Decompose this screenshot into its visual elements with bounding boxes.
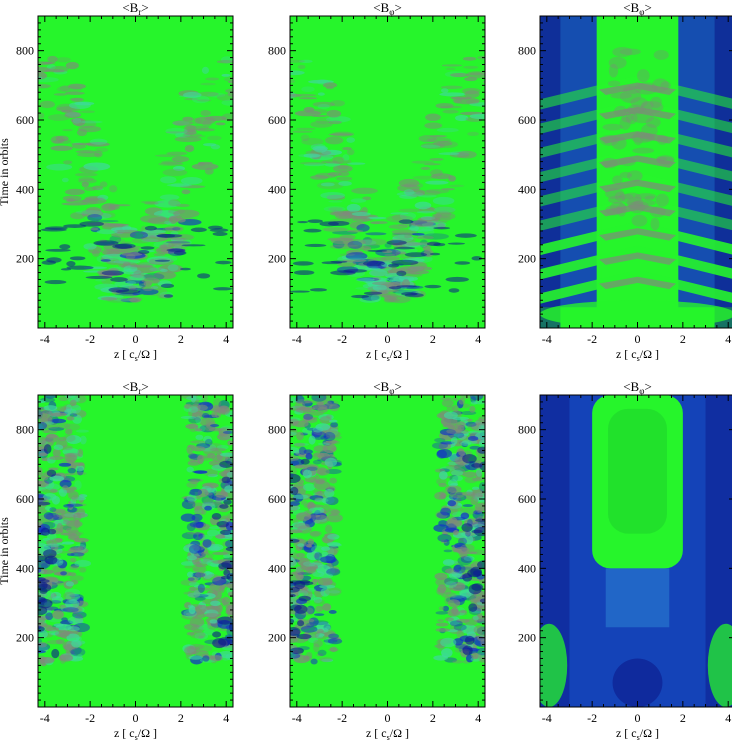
x-tick-label: 0 [385, 332, 391, 346]
x-tick-label: -2 [337, 711, 347, 725]
x-tick-label: 2 [430, 711, 436, 725]
x-axis-label: z [ cs/Ω ] [616, 347, 659, 363]
y-tick-label: 400 [518, 561, 536, 575]
y-tick-label: 800 [268, 423, 286, 437]
chart-title: <Br> [122, 0, 148, 17]
x-tick-label: -2 [337, 332, 347, 346]
x-tick-label: 2 [430, 332, 436, 346]
x-tick-label: 4 [725, 332, 731, 346]
x-tick-label: -4 [542, 332, 552, 346]
x-tick-label: 0 [133, 332, 139, 346]
x-tick-label: -4 [40, 332, 50, 346]
y-tick-label: 400 [16, 182, 34, 196]
x-axis-label: z [ cs/Ω ] [114, 347, 157, 363]
x-tick-label: -4 [40, 711, 50, 725]
x-tick-label: 2 [680, 332, 686, 346]
y-tick-label: 600 [268, 113, 286, 127]
chart-title: <Bφ> [373, 379, 402, 396]
heatmap-5 [290, 395, 485, 707]
chart-title: <Bφ> [373, 0, 402, 17]
y-tick-label: 400 [268, 561, 286, 575]
y-tick-label: 600 [16, 113, 34, 127]
y-tick-label: 400 [16, 561, 34, 575]
y-tick-label: 200 [518, 252, 536, 266]
heatmap-2 [290, 16, 485, 328]
y-axis-label: Time in orbits [0, 517, 11, 585]
x-tick-label: 4 [223, 332, 229, 346]
x-tick-label: -4 [292, 332, 302, 346]
y-axis-label: Time in orbits [0, 138, 11, 206]
x-tick-label: -2 [587, 332, 597, 346]
y-tick-label: 600 [518, 113, 536, 127]
heatmap-3 [540, 16, 732, 328]
heatmap-1 [38, 16, 233, 328]
x-axis-label: z [ cs/Ω ] [114, 726, 157, 742]
y-tick-label: 600 [268, 492, 286, 506]
x-tick-label: -2 [85, 332, 95, 346]
y-tick-label: 800 [16, 423, 34, 437]
x-tick-label: 2 [178, 332, 184, 346]
x-tick-label: 4 [223, 711, 229, 725]
heatmap-4 [38, 395, 233, 707]
chart-title: <Bφ> [623, 379, 652, 396]
y-tick-label: 600 [16, 492, 34, 506]
x-tick-label: 4 [475, 711, 481, 725]
y-tick-label: 800 [16, 44, 34, 58]
y-tick-label: 200 [16, 252, 34, 266]
y-tick-label: 200 [518, 631, 536, 645]
y-tick-label: 200 [268, 631, 286, 645]
y-tick-label: 800 [268, 44, 286, 58]
y-tick-label: 200 [268, 252, 286, 266]
x-tick-label: -2 [85, 711, 95, 725]
x-axis-label: z [ cs/Ω ] [616, 726, 659, 742]
x-tick-label: 0 [635, 332, 641, 346]
x-tick-label: -2 [587, 711, 597, 725]
x-tick-label: 0 [635, 711, 641, 725]
x-tick-label: 4 [475, 332, 481, 346]
x-tick-label: 0 [133, 711, 139, 725]
y-tick-label: 800 [518, 423, 536, 437]
y-tick-label: 800 [518, 44, 536, 58]
x-tick-label: 4 [725, 711, 731, 725]
y-tick-label: 400 [518, 182, 536, 196]
y-tick-label: 200 [16, 631, 34, 645]
x-tick-label: 2 [178, 711, 184, 725]
x-axis-label: z [ cs/Ω ] [366, 726, 409, 742]
y-tick-label: 600 [518, 492, 536, 506]
y-tick-label: 400 [268, 182, 286, 196]
chart-title: <Br> [122, 379, 148, 396]
x-tick-label: 2 [680, 711, 686, 725]
x-tick-label: 0 [385, 711, 391, 725]
heatmap-6 [540, 395, 732, 707]
x-tick-label: -4 [292, 711, 302, 725]
chart-title: <Bφ> [623, 0, 652, 17]
x-axis-label: z [ cs/Ω ] [366, 347, 409, 363]
x-tick-label: -4 [542, 711, 552, 725]
